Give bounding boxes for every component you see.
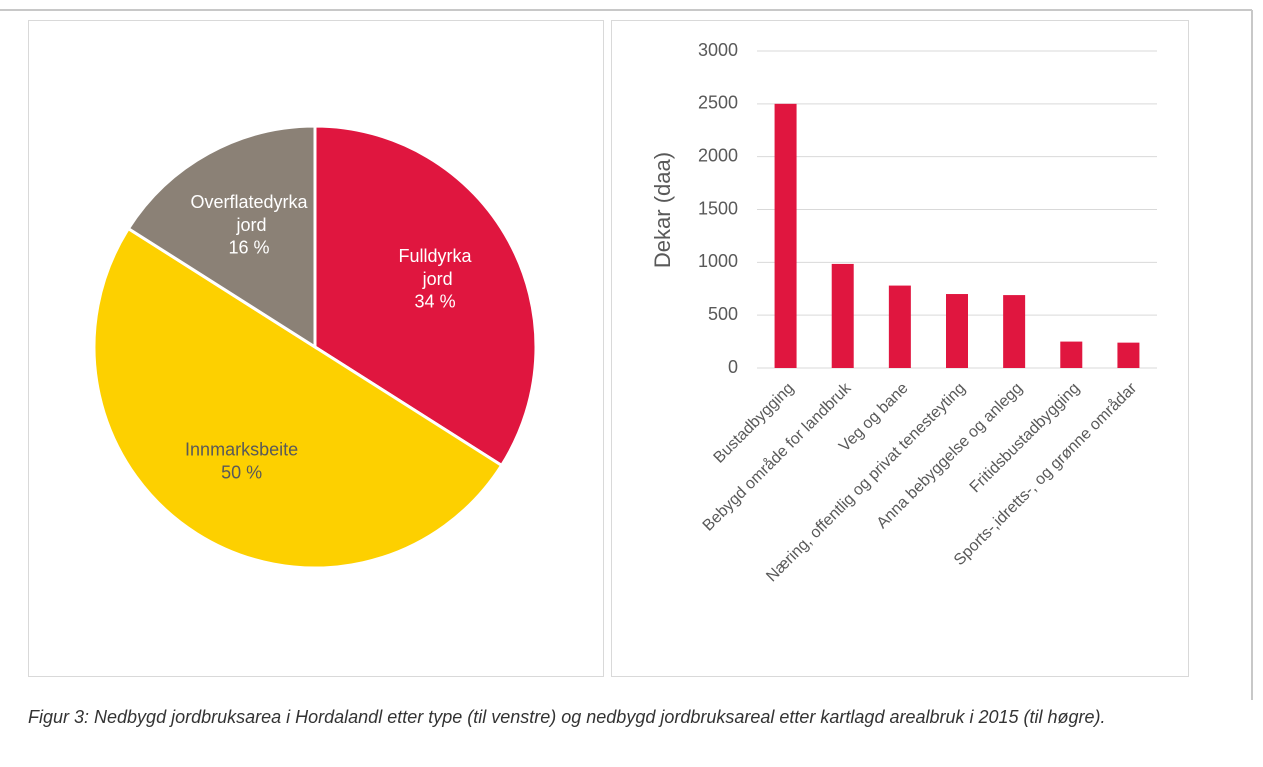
bar xyxy=(774,103,797,368)
bar-panel xyxy=(611,20,1189,677)
y-tick-label: 3000 xyxy=(698,40,738,60)
slice-label: Fulldyrka jord xyxy=(399,246,473,289)
charts: Fulldyrka jord 34 % Innmarksbeite 50 % Overf… xyxy=(0,9,1253,700)
slice-label-line: Overflatedyrka xyxy=(190,192,308,212)
slice-label: Overflatedyrka jord xyxy=(190,192,308,235)
bar xyxy=(831,263,854,368)
bar xyxy=(1117,342,1140,368)
pie-panel xyxy=(28,20,604,677)
bar xyxy=(1003,295,1026,368)
y-tick-label: 2000 xyxy=(698,145,738,165)
y-axis-label: Dekar (daa) xyxy=(650,152,675,268)
slice-value-label: 16 % xyxy=(228,238,269,258)
y-tick-label: 0 xyxy=(728,357,738,377)
y-tick-label: 1000 xyxy=(698,251,738,271)
slice-value-label: 34 % xyxy=(415,292,456,312)
slice-label-line: jord xyxy=(418,269,453,289)
slice-label: Innmarksbeite xyxy=(185,439,298,459)
y-tick-label: 2500 xyxy=(698,93,738,113)
y-tick-label: 1500 xyxy=(698,198,738,218)
slice-label-line: Fulldyrka xyxy=(399,246,473,266)
x-tick-label: Næring, offentlig og privat tenesteyting xyxy=(763,380,969,586)
y-tick-label: 500 xyxy=(708,304,738,324)
bar xyxy=(1060,341,1083,368)
caption: Figur 3: Nedbygd jordbruksarea i Hordala… xyxy=(28,707,1106,727)
bar xyxy=(946,294,968,368)
slice-value-label: 50 % xyxy=(221,462,262,482)
slice-label-line: jord xyxy=(231,215,266,235)
bar xyxy=(888,285,911,368)
pie-slice xyxy=(126,124,317,350)
x-tick-label: Fritidsbustadbygging xyxy=(967,380,1083,496)
pie-slice xyxy=(92,226,504,570)
